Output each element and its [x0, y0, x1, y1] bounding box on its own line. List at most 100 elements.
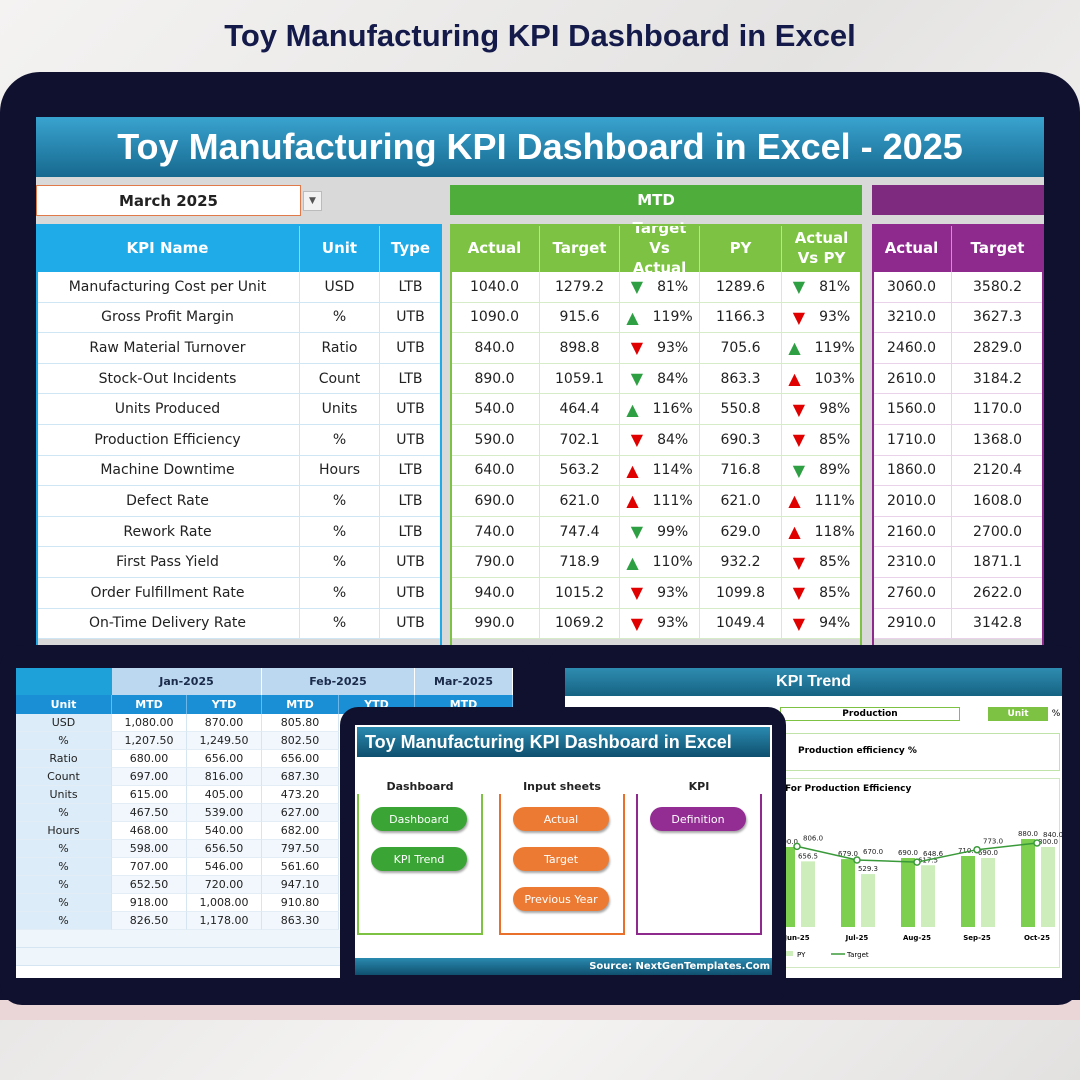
table-cell: Count [300, 363, 380, 395]
table-cell: Rework Rate [36, 516, 300, 548]
sheet-cell: 405.00 [187, 786, 262, 804]
table-cell: % [300, 302, 380, 334]
table-cell: 2829.0 [952, 333, 1044, 364]
nav-button[interactable]: Target [513, 847, 609, 871]
status-value: 85% [819, 584, 851, 601]
sheet-cell: Count [16, 768, 112, 786]
sheet-cell: 546.00 [187, 858, 262, 876]
legend-swatch [785, 951, 793, 956]
status-arrow: ▲ [626, 460, 639, 480]
month-header: Jan-2025 [112, 668, 262, 695]
chart-title: For Production Efficiency [785, 784, 912, 794]
table-cell: 1560.0 [872, 394, 952, 425]
status-cell: ▼ 99% [620, 516, 700, 548]
status-cell: ▲ 119% [620, 302, 700, 334]
data-label: 690.0 [978, 849, 998, 857]
status-arrow: ▲ [788, 522, 801, 542]
target-point [913, 858, 921, 866]
table-cell: 621.0 [700, 486, 782, 517]
nav-button[interactable]: Actual [513, 807, 609, 831]
nav-button[interactable]: Definition [650, 807, 746, 831]
status-arrow: ▼ [792, 277, 806, 297]
table-cell: Defect Rate [36, 486, 300, 517]
table-cell: 1040.0 [450, 272, 540, 303]
table-cell: % [300, 425, 380, 456]
bar [921, 865, 935, 927]
status-arrow: ▼ [792, 430, 806, 450]
status-value: 94% [819, 615, 851, 632]
sheet-cell: 468.00 [112, 822, 187, 840]
sheet-cell: % [16, 858, 112, 876]
status-arrow: ▲ [626, 491, 639, 511]
source-bar: Source: NextGenTemplates.Com [355, 958, 772, 975]
sheet-cell: % [16, 894, 112, 912]
status-cell: ▲ 118% [782, 516, 862, 548]
nav-button[interactable]: Dashboard [371, 807, 467, 831]
sheet-cell: 947.10 [262, 876, 339, 894]
table-cell: UTB [380, 394, 442, 425]
data-label: 800.0 [1038, 838, 1058, 846]
sheet-cell: 1,178.00 [187, 912, 262, 930]
table-cell: Gross Profit Margin [36, 302, 300, 334]
laptop-base [0, 1000, 1080, 1020]
table-cell: 1710.0 [872, 425, 952, 456]
status-value: 89% [819, 462, 851, 479]
table-cell: 540.0 [450, 394, 540, 425]
status-value: 85% [819, 431, 851, 448]
target-point [973, 845, 981, 854]
status-value: 103% [814, 370, 855, 387]
status-arrow: ▲ [788, 369, 801, 389]
data-label: 690.0 [898, 849, 918, 857]
sheet-cell: 1,249.50 [187, 732, 262, 750]
sheet-cell: % [16, 732, 112, 750]
table-cell: LTB [380, 455, 442, 487]
target-point [853, 856, 861, 864]
status-cell: ▲ 111% [620, 486, 700, 517]
table-cell: % [300, 547, 380, 578]
bar [1041, 847, 1055, 927]
month-dropdown[interactable]: March 2025 [36, 185, 301, 216]
section-title: KPI [636, 778, 762, 794]
status-arrow: ▲ [626, 307, 639, 327]
table-cell: 3210.0 [872, 302, 952, 334]
x-tick-label: Oct-25 [1024, 934, 1050, 942]
sub-header: YTD [187, 695, 262, 714]
status-cell: ▼ 89% [782, 455, 862, 487]
sheet-cell: 652.50 [112, 876, 187, 894]
nav-button[interactable]: Previous Year [513, 887, 609, 911]
table-cell: 464.4 [540, 394, 620, 425]
table-cell: 990.0 [450, 608, 540, 640]
table-cell: 563.2 [540, 455, 620, 487]
data-label: 880.0 [1018, 830, 1038, 838]
status-cell: ▼ 85% [782, 425, 862, 456]
table-cell: Raw Material Turnover [36, 333, 300, 364]
status-value: 93% [657, 584, 689, 601]
column-header: Actual [872, 224, 952, 272]
data-label: 800.0 [778, 838, 798, 846]
status-cell: ▲ 119% [782, 333, 862, 364]
status-arrow: ▼ [792, 583, 806, 603]
sheet-cell: 1,008.00 [187, 894, 262, 912]
x-tick-label: Jul-25 [845, 934, 869, 942]
sheet-cell: 687.30 [262, 768, 339, 786]
mtd-header: MTD [450, 185, 862, 215]
table-cell: 863.3 [700, 363, 782, 395]
table-cell: % [300, 516, 380, 548]
table-cell: 2460.0 [872, 333, 952, 364]
section-border [872, 224, 1044, 645]
table-cell: 740.0 [450, 516, 540, 548]
status-arrow: ▲ [788, 491, 801, 511]
sheet-cell: 627.00 [262, 804, 339, 822]
sub-header: MTD [262, 695, 339, 714]
table-cell: LTB [380, 363, 442, 395]
table-cell: 590.0 [450, 425, 540, 456]
status-value: 98% [819, 401, 851, 418]
table-cell: 3060.0 [872, 272, 952, 303]
table-cell: 840.0 [450, 333, 540, 364]
dashboard-banner: Toy Manufacturing KPI Dashboard in Excel… [36, 117, 1044, 177]
nav-button[interactable]: KPI Trend [371, 847, 467, 871]
dropdown-button[interactable]: ▼ [303, 191, 322, 211]
status-arrow: ▲ [788, 338, 801, 358]
status-cell: ▼ 84% [620, 425, 700, 456]
